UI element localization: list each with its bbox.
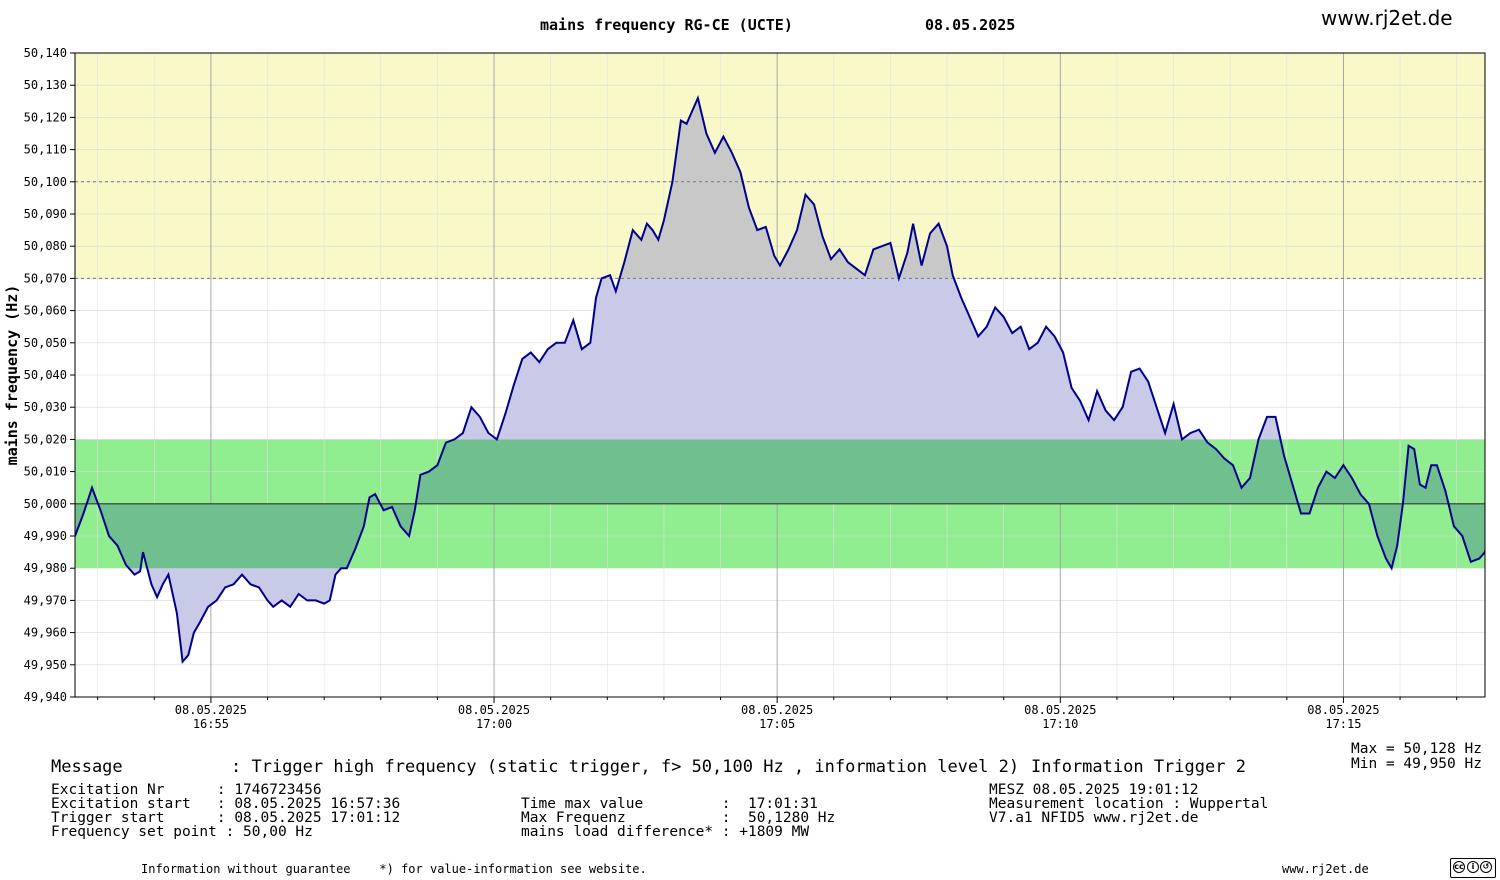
y-tick-label: 49,990 [24,529,67,543]
trigger-title: Information Trigger 2 [1031,757,1246,777]
alert-band [75,53,1485,279]
y-tick-label: 50,060 [24,304,67,318]
chart-title: mains frequency RG-CE (UCTE) [540,16,793,34]
x-tick-date: 08.05.2025 [1307,703,1379,717]
y-tick-label: 50,120 [24,110,67,124]
x-tick-time: 16:55 [193,717,229,731]
y-tick-label: 50,040 [24,368,67,382]
x-tick-time: 17:15 [1325,717,1361,731]
frequency-chart: 50,140 50,130 50,120 50,110 50,100 50,090 50,0… [3,46,1486,731]
info-line: Time max value : 17:01:31 [521,796,818,812]
info-line: MESZ 08.05.2025 19:01:12 [989,782,1199,798]
y-tick-label: 50,010 [24,465,67,479]
info-line: Excitation Nr : 1746723456 [51,782,322,798]
cc-by-sa-icon[interactable]: cc i ↺ [1450,858,1496,878]
y-tick-label: 49,980 [24,561,67,575]
x-tick-date: 08.05.2025 [175,703,247,717]
y-tick-label: 50,050 [24,336,67,350]
info-line: Measurement location : Wuppertal [989,796,1269,812]
y-tick-label: 50,140 [24,46,67,60]
y-tick-label: 50,100 [24,175,67,189]
chart-date: 08.05.2025 [925,16,1016,34]
site-link[interactable]: www.rj2et.de [1321,6,1453,30]
y-tick-label: 50,020 [24,432,67,446]
x-axis-ticks: 08.05.202516:5508.05.202517:0008.05.2025… [97,697,1458,731]
y-tick-label: 50,080 [24,239,67,253]
message-label: Message [51,757,123,777]
footer-disclaimer: Information without guarantee *) for val… [141,862,647,876]
y-tick-label: 50,070 [24,271,67,285]
x-tick-date: 08.05.2025 [458,703,530,717]
y-tick-label: 50,130 [24,78,67,92]
y-tick-label: 50,000 [24,497,67,511]
x-tick-date: 08.05.2025 [1024,703,1096,717]
y-tick-label: 49,970 [24,593,67,607]
frequency-line [75,94,1485,664]
x-tick-time: 17:00 [476,717,512,731]
footer-site-link[interactable]: www.rj2et.de [1282,862,1369,876]
x-tick-date: 08.05.2025 [741,703,813,717]
reference-lines [75,181,1485,505]
y-tick-label: 50,090 [24,207,67,221]
info-line: Trigger start : 08.05.2025 17:01:12 [51,810,401,826]
x-tick-time: 17:05 [759,717,795,731]
x-tick-time: 17:10 [1042,717,1078,731]
area-fill-high [454,278,1281,440]
y-tick-label: 50,110 [24,143,67,157]
area-fill-low [128,568,342,662]
y-axis-label: mains frequency (Hz) [3,285,21,466]
info-line: Frequency set point : 50,00 Hz [51,824,313,840]
area-fill-alert [601,98,954,279]
min-value: Min = 49,950 Hz [1351,756,1482,772]
y-tick-label: 50,030 [24,400,67,414]
info-line: mains load difference* : +1809 MW [521,824,810,840]
y-tick-label: 49,940 [24,690,67,704]
message-value: : Trigger high frequency (static trigger… [231,757,1020,777]
info-line: Max Frequenz : 50,1280 Hz [521,810,836,826]
y-tick-label: 49,950 [24,658,67,672]
info-line: Excitation start : 08.05.2025 16:57:36 [51,796,401,812]
y-tick-label: 49,960 [24,626,67,640]
info-line: V7.a1 NFID5 www.rj2et.de [989,810,1199,826]
max-value: Max = 50,128 Hz [1351,741,1482,757]
y-axis-ticks: 50,140 50,130 50,120 50,110 50,100 50,090 50,0… [24,46,75,704]
